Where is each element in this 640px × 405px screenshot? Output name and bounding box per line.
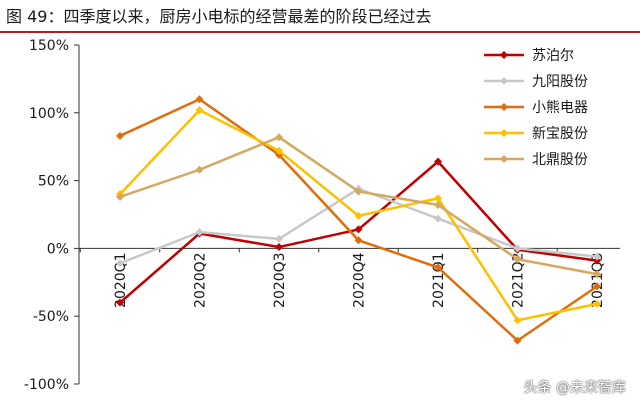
data-point (195, 95, 204, 104)
legend-label: 北鼎股份 (532, 152, 588, 168)
data-point (434, 263, 442, 272)
x-tick-label: 2021Q3 (590, 252, 606, 308)
legend-marker (500, 129, 508, 137)
data-point (354, 187, 363, 196)
data-point (513, 316, 522, 325)
x-tick-label: 2020Q2 (193, 252, 209, 308)
data-point (195, 165, 204, 174)
data-point (354, 236, 363, 245)
data-point (593, 256, 601, 265)
data-point (354, 211, 363, 220)
data-point (275, 234, 283, 243)
data-point (116, 298, 124, 307)
data-point (116, 259, 124, 268)
data-point (434, 194, 442, 203)
data-point (195, 228, 204, 237)
x-tick-label: 2020Q3 (272, 252, 288, 308)
legend-marker (500, 103, 508, 111)
x-tick-label: 2020Q4 (352, 252, 368, 308)
x-tick-label: 2021Q1 (431, 252, 447, 308)
x-tick-label: 2021Q2 (511, 252, 527, 308)
data-point (275, 133, 283, 142)
legend-marker (500, 77, 508, 85)
legend-label: 苏泊尔 (532, 48, 574, 64)
y-tick-label: 50% (38, 174, 69, 190)
chart-title: 图 49：四季度以来，厨房小电标的经营最差的阶段已经过去 (6, 7, 432, 26)
y-tick-label: -50% (33, 309, 69, 325)
legend-marker (500, 155, 508, 163)
data-point (513, 336, 522, 345)
y-tick-label: 100% (29, 106, 69, 122)
y-tick-label: 150% (29, 38, 69, 54)
data-point (593, 252, 601, 261)
data-point (593, 270, 601, 279)
legend-label: 新宝股份 (532, 126, 588, 142)
data-point (275, 243, 283, 252)
data-point (434, 201, 442, 210)
x-tick-label: 2020Q1 (113, 252, 129, 308)
data-point (116, 131, 124, 140)
data-point (275, 146, 283, 155)
data-point (513, 244, 522, 253)
data-point (434, 157, 442, 166)
data-point (513, 255, 522, 264)
data-point (434, 214, 442, 223)
title-divider (0, 31, 640, 33)
legend-marker (500, 51, 508, 59)
data-point (593, 282, 601, 291)
y-tick-label: 0% (47, 241, 69, 257)
legend-label: 九阳股份 (532, 74, 588, 90)
data-point (593, 299, 601, 308)
data-point (354, 225, 363, 234)
data-point (116, 192, 124, 201)
watermark: 头条 @未来智库 (523, 380, 626, 396)
y-tick-label: -100% (24, 377, 69, 393)
legend-label: 小熊电器 (532, 100, 588, 116)
data-point (195, 106, 204, 115)
